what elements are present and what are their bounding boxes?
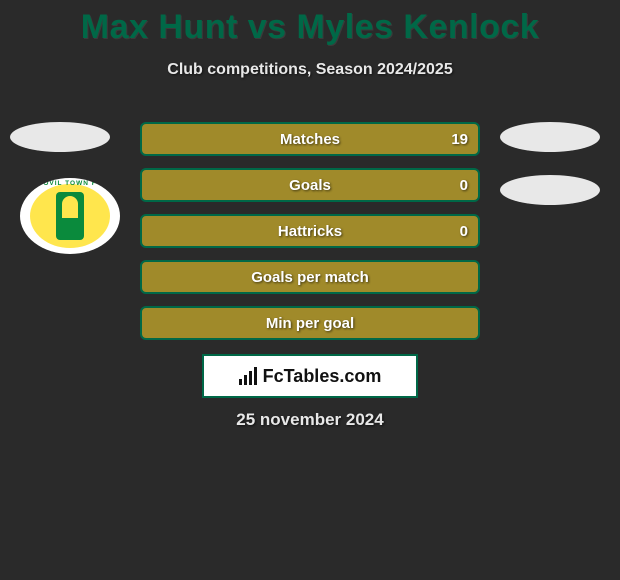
page-title: Max Hunt vs Myles Kenlock: [0, 0, 620, 47]
logo-text: FcTables.com: [263, 366, 382, 387]
stat-row-goals-per-match: Goals per match: [140, 260, 480, 294]
stat-value: 0: [460, 177, 468, 194]
stat-label: Hattricks: [278, 223, 342, 240]
stat-label: Goals: [289, 177, 331, 194]
stat-row-hattricks: Hattricks 0: [140, 214, 480, 248]
stats-table: Matches 19 Goals 0 Hattricks 0 Goals per…: [140, 122, 480, 352]
stat-value: 0: [460, 223, 468, 240]
stat-label: Min per goal: [266, 315, 354, 332]
player1-badge-placeholder: [10, 122, 110, 152]
bar-chart-icon: [239, 367, 257, 385]
player2-badge-placeholder-2: [500, 175, 600, 205]
crest-text: OVIL TOWN F: [20, 180, 120, 187]
stat-label: Matches: [280, 131, 340, 148]
stat-label: Goals per match: [251, 269, 369, 286]
stat-row-goals: Goals 0: [140, 168, 480, 202]
stat-row-min-per-goal: Min per goal: [140, 306, 480, 340]
club-crest: OVIL TOWN F: [20, 178, 120, 254]
player2-badge-placeholder-1: [500, 122, 600, 152]
date-label: 25 november 2024: [0, 410, 620, 430]
stat-value: 19: [451, 131, 468, 148]
stat-row-matches: Matches 19: [140, 122, 480, 156]
page-subtitle: Club competitions, Season 2024/2025: [0, 61, 620, 79]
fctables-link[interactable]: FcTables.com: [202, 354, 418, 398]
